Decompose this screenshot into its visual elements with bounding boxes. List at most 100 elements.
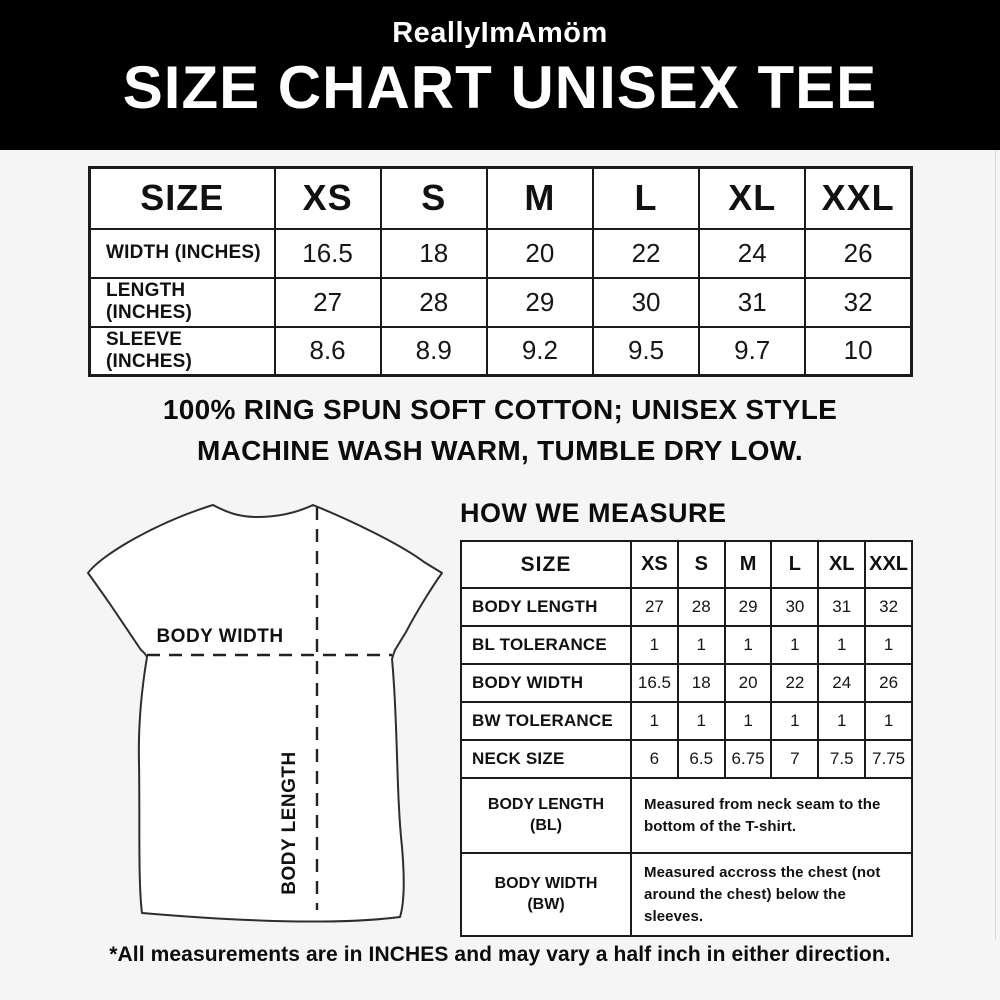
value-cell: 18: [379, 227, 488, 279]
value-cell: 10: [804, 325, 913, 377]
value-cell: 26: [804, 227, 913, 279]
measure-value-cell: 28: [676, 587, 726, 627]
measure-value-cell: 1: [676, 701, 726, 741]
measure-value-cell: 6: [630, 739, 679, 779]
care-note-line-2: MACHINE WASH WARM, TUMBLE DRY LOW.: [197, 434, 803, 466]
measure-row-bw-tolerance: BW TOLERANCE 1 1 1 1 1 1: [460, 701, 913, 741]
measure-value-cell: 1: [630, 625, 679, 665]
measure-value-cell: 32: [864, 587, 913, 627]
measure-row-label-bl-tolerance: BL TOLERANCE: [460, 625, 632, 665]
size-table-header-row: SIZE XS S M L XL XXL: [88, 166, 913, 230]
value-cell: 22: [591, 227, 701, 279]
measure-value-cell: 1: [723, 701, 773, 741]
page-title: SIZE CHART UNISEX TEE: [122, 54, 878, 121]
definition-row-body-width: BODY WIDTH (BW) Measured accross the che…: [460, 851, 913, 938]
care-note: 100% RING SPUN SOFT COTTON; UNISEX STYLE…: [0, 390, 1000, 471]
measure-value-cell: 6.5: [676, 739, 726, 779]
definition-desc-bw: Measured accross the chest (not around t…: [630, 851, 913, 938]
table-row-sleeve: SLEEVE (INCHES) 8.6 8.9 9.2 9.5 9.7 10: [88, 325, 913, 377]
measure-value-cell: 26: [864, 663, 913, 703]
value-cell: 29: [485, 276, 594, 328]
measure-row-label-neck-size: NECK SIZE: [460, 739, 632, 779]
measure-col-header-s: S: [676, 540, 726, 589]
value-cell: 9.5: [591, 325, 701, 377]
measure-col-header-l: L: [770, 540, 820, 589]
measure-value-cell: 1: [817, 625, 867, 665]
measure-value-cell: 1: [630, 701, 679, 741]
value-cell: 8.9: [379, 325, 488, 377]
footer-note: *All measurements are in INCHES and may …: [109, 943, 891, 966]
col-header-xl: XL: [698, 166, 807, 230]
tshirt-diagram: BODY WIDTH BODY LENGTH: [87, 504, 443, 923]
table-row-length: LENGTH (INCHES) 27 28 29 30 31 32: [88, 276, 913, 328]
value-cell: 9.7: [698, 325, 807, 377]
body-length-label: BODY LENGTH: [279, 751, 300, 894]
measure-row-body-length: BODY LENGTH 27 28 29 30 31 32: [460, 587, 913, 627]
value-cell: 20: [485, 227, 594, 279]
definition-row-body-length: BODY LENGTH (BL) Measured from neck seam…: [460, 777, 913, 854]
measure-value-cell: 1: [770, 625, 820, 665]
size-table: SIZE XS S M L XL XXL WIDTH (INCHES) 16.5…: [88, 166, 913, 377]
measure-col-header-xs: XS: [630, 540, 679, 589]
row-label-width: WIDTH (INCHES): [88, 227, 276, 279]
value-cell: 30: [591, 276, 701, 328]
measure-value-cell: 7.75: [864, 739, 913, 779]
measure-value-cell: 1: [770, 701, 820, 741]
value-cell: 8.6: [273, 325, 382, 377]
row-label-sleeve: SLEEVE (INCHES): [88, 325, 276, 377]
col-header-xxl: XXL: [804, 166, 913, 230]
col-header-s: S: [379, 166, 488, 230]
measure-row-bl-tolerance: BL TOLERANCE 1 1 1 1 1 1: [460, 625, 913, 665]
definition-term-bl: BODY LENGTH (BL): [460, 777, 632, 854]
measure-table: SIZE XS S M L XL XXL BODY LENGTH 27 28 2…: [460, 540, 913, 938]
measure-value-cell: 31: [817, 587, 867, 627]
measure-value-cell: 27: [630, 587, 679, 627]
measure-row-body-width: BODY WIDTH 16.5 18 20 22 24 26: [460, 663, 913, 703]
col-header-xs: XS: [273, 166, 382, 230]
value-cell: 32: [804, 276, 913, 328]
measure-value-cell: 24: [817, 663, 867, 703]
definition-desc-bl: Measured from neck seam to the bottom of…: [630, 777, 913, 854]
measure-table-header-row: SIZE XS S M L XL XXL: [460, 540, 913, 589]
care-note-line-1: 100% RING SPUN SOFT COTTON; UNISEX STYLE: [162, 394, 838, 425]
measure-col-header-xxl: XXL: [864, 540, 913, 589]
right-edge-divider: [995, 150, 996, 940]
measure-row-label-bw-tolerance: BW TOLERANCE: [460, 701, 632, 741]
measure-value-cell: 7.5: [817, 739, 867, 779]
header-banner: ReallyImAmöm SIZE CHART UNISEX TEE: [0, 0, 1000, 150]
body-width-label: BODY WIDTH: [156, 626, 283, 647]
measure-value-cell: 29: [723, 587, 773, 627]
value-cell: 16.5: [273, 227, 382, 279]
value-cell: 24: [698, 227, 807, 279]
tshirt-outline: [87, 504, 443, 923]
value-cell: 31: [698, 276, 807, 328]
measure-col-header-xl: XL: [817, 540, 867, 589]
measure-value-cell: 30: [770, 587, 820, 627]
measure-value-cell: 1: [864, 701, 913, 741]
table-row-width: WIDTH (INCHES) 16.5 18 20 22 24 26: [88, 227, 913, 279]
definition-term-bw: BODY WIDTH (BW): [460, 851, 632, 938]
value-cell: 27: [273, 276, 382, 328]
measure-value-cell: 1: [817, 701, 867, 741]
measure-value-cell: 7: [770, 739, 820, 779]
measure-value-cell: 22: [770, 663, 820, 703]
value-cell: 28: [379, 276, 488, 328]
measure-value-cell: 1: [723, 625, 773, 665]
row-label-length: LENGTH (INCHES): [88, 276, 276, 328]
value-cell: 9.2: [485, 325, 594, 377]
measure-value-cell: 16.5: [630, 663, 679, 703]
measure-row-neck-size: NECK SIZE 6 6.5 6.75 7 7.5 7.75: [460, 739, 913, 779]
measure-row-label-body-length: BODY LENGTH: [460, 587, 632, 627]
measure-value-cell: 1: [676, 625, 726, 665]
measure-value-cell: 1: [864, 625, 913, 665]
col-header-m: M: [485, 166, 594, 230]
how-we-measure-title: HOW WE MEASURE: [460, 498, 727, 528]
measure-value-cell: 6.75: [723, 739, 773, 779]
col-header-size: SIZE: [88, 166, 276, 230]
brand-logo: ReallyImAmöm: [392, 17, 608, 49]
measure-value-cell: 18: [676, 663, 726, 703]
measure-row-label-body-width: BODY WIDTH: [460, 663, 632, 703]
measure-col-header-m: M: [723, 540, 773, 589]
measure-col-header-size: SIZE: [460, 540, 632, 589]
